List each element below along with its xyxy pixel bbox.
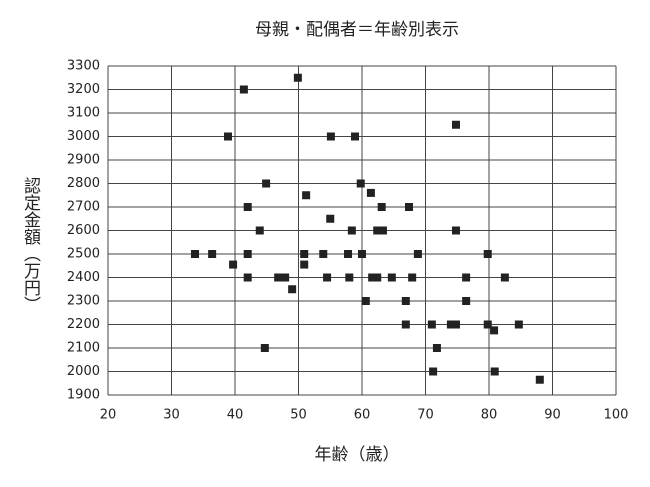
point xyxy=(190,250,199,258)
y-tick-label: 2100 xyxy=(67,341,100,356)
y-tick-label: 2000 xyxy=(67,364,100,379)
point xyxy=(344,250,353,258)
point xyxy=(229,260,238,269)
point xyxy=(462,297,471,305)
point xyxy=(288,285,297,294)
point xyxy=(243,203,252,211)
point xyxy=(323,273,332,282)
point xyxy=(358,250,366,258)
y-tick-label: 2600 xyxy=(67,223,100,238)
point xyxy=(432,344,441,352)
point xyxy=(446,320,455,329)
point xyxy=(326,214,335,223)
point xyxy=(387,273,396,282)
point xyxy=(490,367,499,376)
x-tick-label: 80 xyxy=(481,408,498,423)
y-tick-label: 3200 xyxy=(67,82,100,97)
point xyxy=(373,226,382,235)
point xyxy=(262,179,271,188)
point xyxy=(378,226,387,235)
point xyxy=(300,260,309,269)
point xyxy=(260,344,269,352)
point xyxy=(319,250,328,258)
point xyxy=(535,375,544,384)
point xyxy=(514,320,523,329)
point xyxy=(351,132,360,141)
point xyxy=(281,273,290,282)
point xyxy=(490,326,499,335)
point xyxy=(274,273,283,282)
point xyxy=(326,132,335,141)
y-tick-label: 2200 xyxy=(67,317,100,332)
point xyxy=(347,226,356,235)
point xyxy=(224,132,233,141)
x-tick-label: 30 xyxy=(163,408,180,423)
x-tick-label: 60 xyxy=(354,408,371,423)
point xyxy=(243,250,252,258)
x-tick-label: 70 xyxy=(417,408,434,423)
point xyxy=(368,273,377,282)
point xyxy=(239,85,248,94)
point xyxy=(377,203,386,211)
y-tick-label: 3100 xyxy=(67,106,100,121)
point xyxy=(500,273,509,282)
chart-title: 母親・配偶者＝年齢別表示 xyxy=(255,20,459,40)
y-tick-label: 2500 xyxy=(67,247,100,262)
point xyxy=(429,367,438,376)
point xyxy=(462,273,471,282)
y-axis-label: 認定金額（万円） xyxy=(20,177,41,313)
point xyxy=(356,179,365,188)
point xyxy=(302,191,311,200)
point xyxy=(427,320,436,329)
point xyxy=(483,320,492,329)
point xyxy=(451,320,460,329)
y-tick-label: 2700 xyxy=(67,200,100,215)
point xyxy=(483,250,492,258)
point xyxy=(408,273,417,282)
point xyxy=(300,250,309,258)
y-tick-label: 1900 xyxy=(67,388,100,403)
x-tick-label: 100 xyxy=(604,408,629,423)
y-tick-label: 3000 xyxy=(67,129,100,144)
point xyxy=(361,297,370,305)
point xyxy=(404,203,413,211)
point xyxy=(401,297,410,305)
y-tick-label: 2400 xyxy=(67,270,100,285)
x-tick-label: 20 xyxy=(100,408,117,423)
point xyxy=(255,226,264,235)
y-tick-label: 2900 xyxy=(67,153,100,168)
point xyxy=(451,120,460,129)
point xyxy=(373,273,382,282)
point xyxy=(293,73,302,82)
point xyxy=(401,320,410,329)
x-tick-label: 40 xyxy=(227,408,244,423)
y-tick-label: 2800 xyxy=(67,176,100,191)
point xyxy=(208,250,217,258)
y-tick-label: 2300 xyxy=(67,294,100,309)
x-tick-label: 50 xyxy=(290,408,307,423)
point xyxy=(243,273,252,282)
point xyxy=(413,250,422,258)
y-tick-label: 3300 xyxy=(67,59,100,74)
point xyxy=(366,188,375,197)
x-axis-label: 年齢（歳） xyxy=(315,445,400,465)
x-tick-label: 90 xyxy=(544,408,561,423)
point xyxy=(451,226,460,235)
point xyxy=(345,273,354,282)
